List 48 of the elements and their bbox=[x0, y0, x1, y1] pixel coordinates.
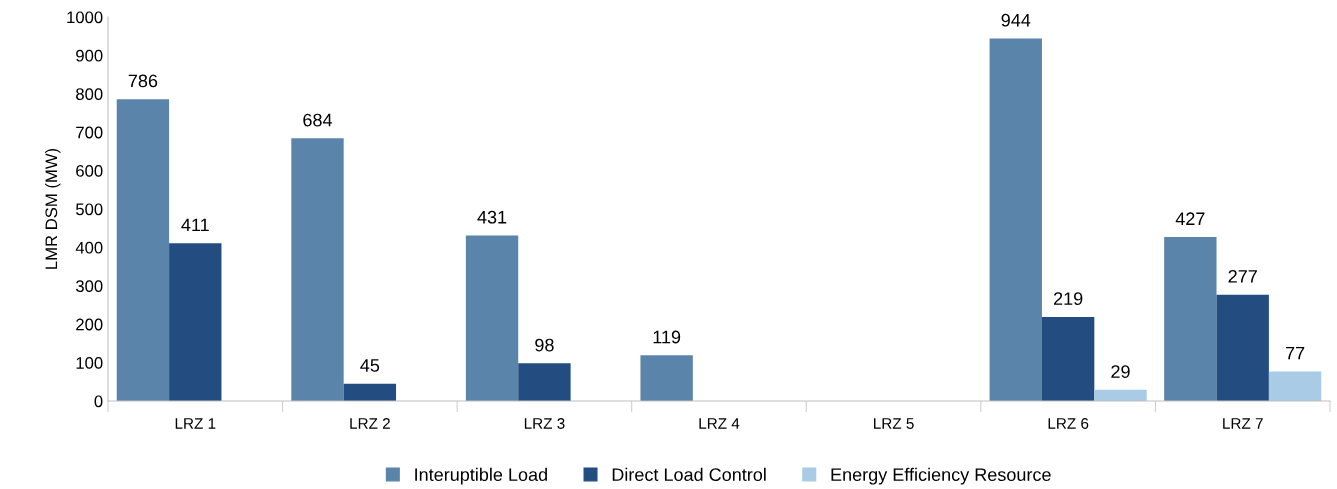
y-tick-label: 400 bbox=[75, 241, 103, 254]
bar bbox=[291, 138, 344, 401]
x-tick-label: LRZ 3 bbox=[524, 418, 565, 429]
bar bbox=[169, 243, 222, 401]
bar bbox=[1094, 389, 1147, 401]
y-tick-label: 700 bbox=[76, 126, 103, 139]
y-tick-label: 800 bbox=[76, 88, 103, 100]
bar bbox=[1164, 237, 1217, 401]
y-tick-label: 100 bbox=[76, 357, 103, 369]
data-label: 119 bbox=[653, 330, 681, 344]
x-tick-label: LRZ 2 bbox=[350, 418, 390, 429]
legend-label: Interuptible Load bbox=[415, 467, 547, 485]
bar bbox=[640, 355, 693, 401]
data-label: 77 bbox=[1285, 346, 1305, 360]
data-label: 98 bbox=[535, 338, 554, 352]
y-tick-label: 300 bbox=[75, 280, 103, 292]
legend-label: Energy Efficiency Resource bbox=[831, 467, 1051, 485]
legend-label: Direct Load Control bbox=[612, 467, 766, 482]
data-label: 411 bbox=[181, 218, 209, 232]
data-label: 427 bbox=[1175, 212, 1205, 225]
bar bbox=[1041, 316, 1095, 401]
y-tick-label: 200 bbox=[76, 318, 103, 331]
x-tick-label: LRZ 5 bbox=[874, 418, 914, 429]
bar bbox=[1268, 371, 1322, 401]
data-label: 431 bbox=[477, 210, 507, 224]
y-tick-label: 1000 bbox=[67, 11, 103, 24]
data-label: 684 bbox=[303, 113, 333, 127]
x-tick-label: LRZ 7 bbox=[1223, 418, 1263, 429]
y-tick-label: 900 bbox=[76, 49, 103, 62]
bar bbox=[116, 99, 170, 401]
data-label: 29 bbox=[1111, 365, 1130, 378]
bar bbox=[989, 38, 1042, 401]
x-tick-label: LRZ 4 bbox=[699, 418, 740, 429]
y-tick-label: 600 bbox=[76, 165, 103, 177]
bar bbox=[518, 363, 571, 401]
x-tick-label: LRZ 6 bbox=[1048, 418, 1089, 429]
data-label: 277 bbox=[1228, 269, 1257, 283]
bar bbox=[465, 235, 519, 401]
data-label: 944 bbox=[1001, 13, 1031, 27]
data-label: 786 bbox=[128, 74, 158, 88]
bar bbox=[1216, 294, 1269, 401]
y-axis-title: LMR DSM (MW) bbox=[44, 148, 61, 269]
data-label: 45 bbox=[360, 359, 380, 372]
x-tick-label: LRZ 1 bbox=[175, 418, 216, 429]
bar bbox=[343, 383, 397, 401]
y-tick-label: 0 bbox=[94, 395, 103, 408]
y-tick-label: 500 bbox=[76, 203, 103, 216]
data-label: 219 bbox=[1053, 292, 1083, 305]
